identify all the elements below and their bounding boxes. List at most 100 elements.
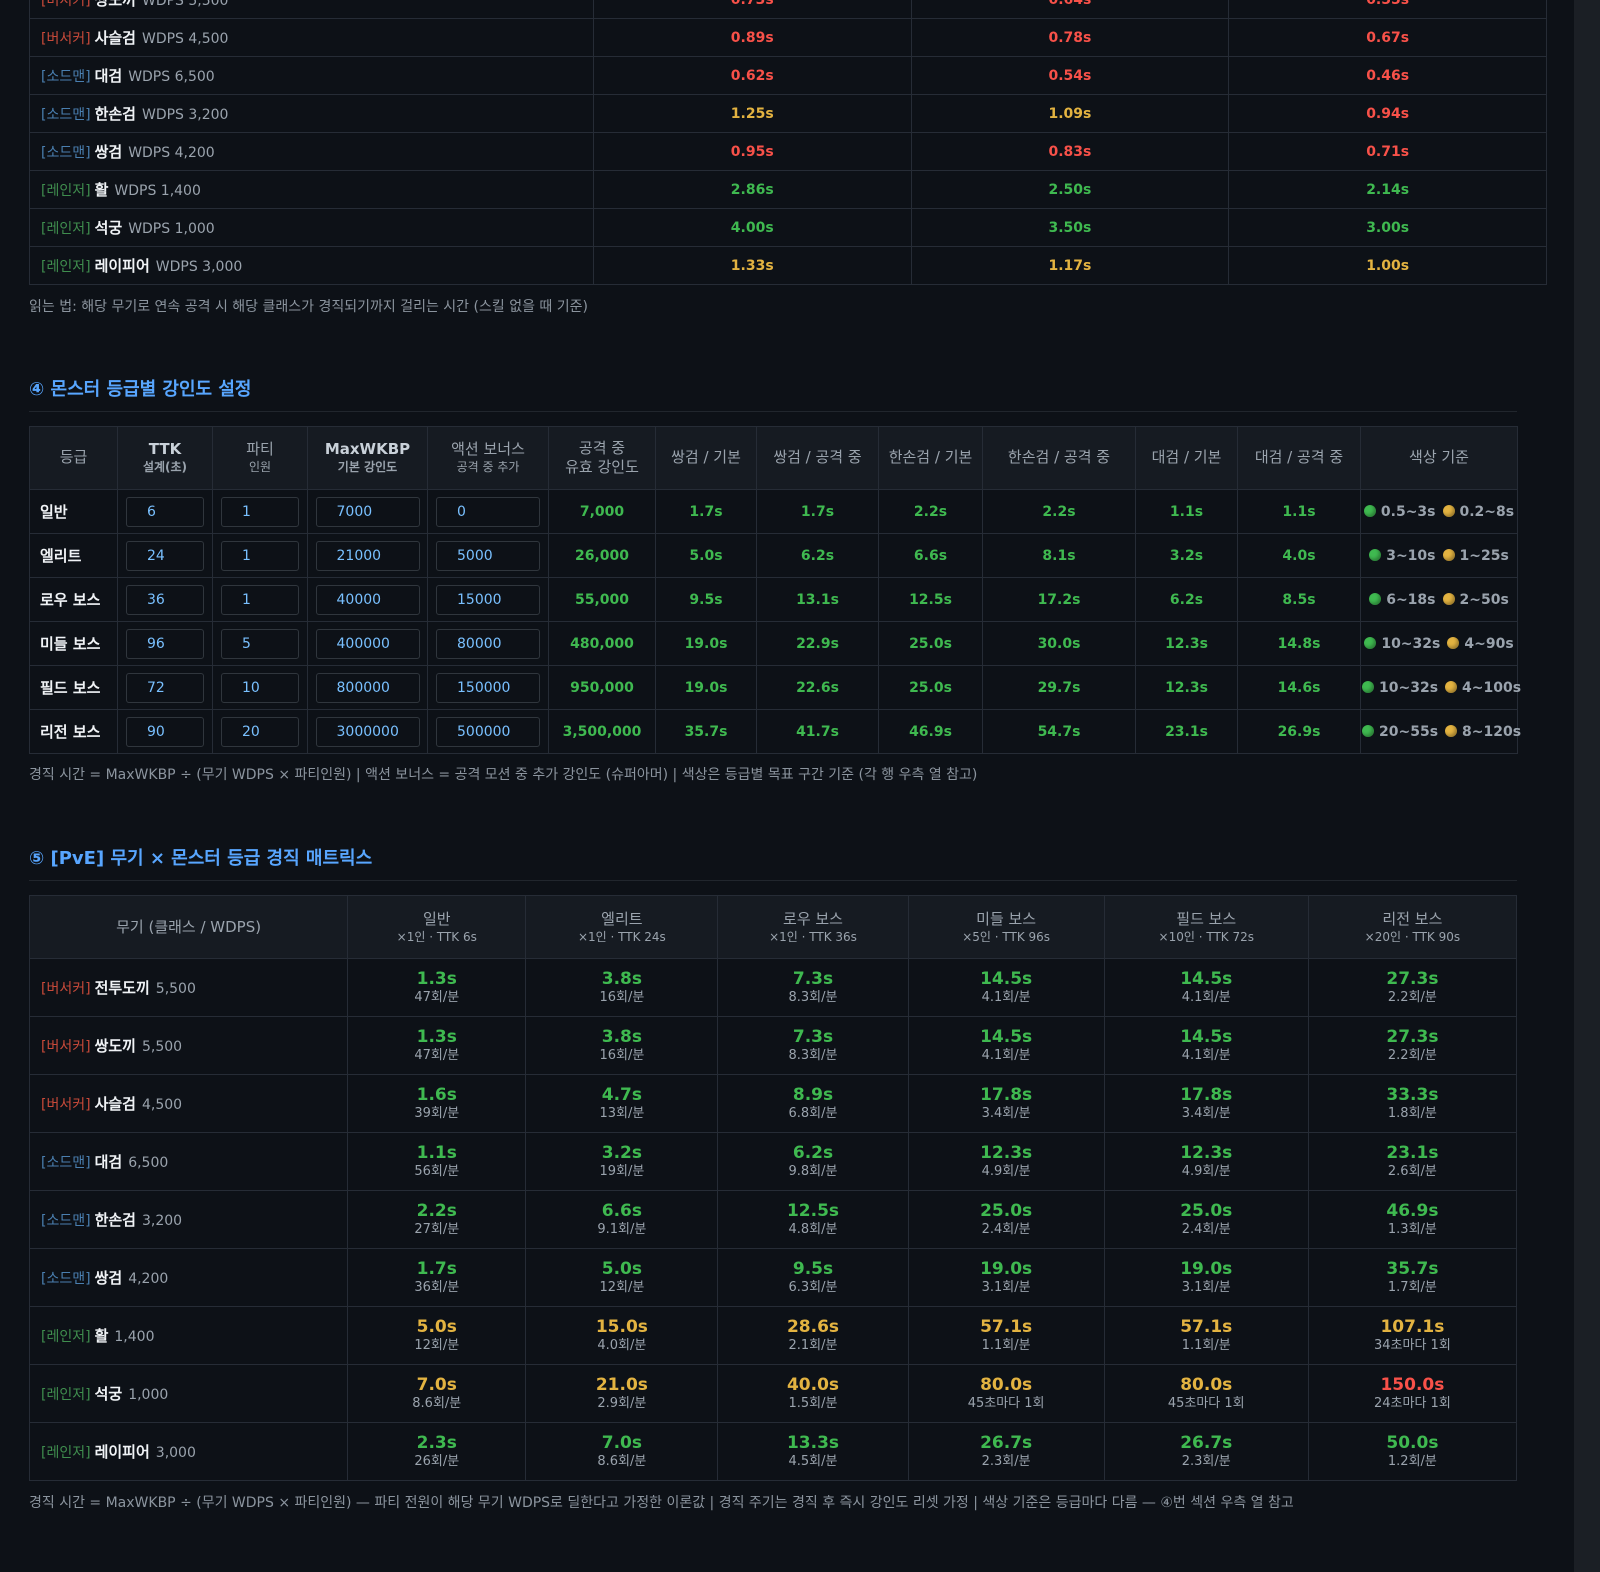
stagger-time: 27.3s	[1386, 969, 1439, 989]
column-header: 파티 인원	[212, 426, 308, 490]
maxwkbp-cell: 21000	[307, 533, 428, 578]
matrix-cell: 13.3s 4.5회/분	[717, 1422, 909, 1481]
stagger-time-cell: 22.9s	[756, 621, 879, 666]
weapon-name: 레이피어	[94, 257, 150, 275]
weapon-wdps: 3,200	[141, 1213, 183, 1229]
stagger-time: 2.2s	[416, 1201, 457, 1221]
stagger-time: 12.5s	[786, 1201, 840, 1221]
party-input[interactable]: 1	[221, 540, 299, 571]
ttk-input[interactable]: 90	[126, 716, 204, 747]
weapon-grade-matrix: 무기 (클래스 / WDPS) 일반 ×1인 · TTK 6s 엘리트 ×1인 · TT…	[28, 895, 1518, 1481]
page-scrollbar[interactable]	[1574, 0, 1600, 1572]
weapon-wdps: WDPS 6,500	[128, 69, 215, 85]
stagger-time: 14.5s	[1180, 1027, 1233, 1047]
stagger-time-cell: 46.9s	[878, 709, 983, 754]
class-tag: [레인저]	[41, 259, 91, 275]
column-header-title: 대검 / 공격 중	[1254, 448, 1344, 467]
party-cell: 1	[212, 533, 308, 578]
maxwkbp-input[interactable]: 400000	[315, 628, 420, 659]
bonus-input[interactable]: 5000	[436, 540, 540, 571]
party-input[interactable]: 1	[221, 584, 299, 615]
matrix-cell: 80.0s 45초마다 1회	[907, 1364, 1105, 1423]
stagger-frequency: 4.1회/분	[981, 1048, 1031, 1063]
column-header: 리전 보스 ×20인 · TTK 90s	[1307, 895, 1518, 959]
ttk-input[interactable]: 72	[126, 672, 204, 703]
weapon-wdps: WDPS 1,000	[128, 221, 215, 237]
column-header-title: 색상 기준	[1409, 448, 1469, 467]
party-input[interactable]: 1	[221, 496, 299, 527]
maxwkbp-input[interactable]: 7000	[315, 496, 420, 527]
matrix-cell: 26.7s 2.3회/분	[1103, 1422, 1309, 1481]
maxwkbp-input[interactable]: 3000000	[315, 716, 420, 747]
stagger-time: 57.1s	[980, 1317, 1033, 1337]
column-header-title: 쌍검 / 공격 중	[773, 448, 862, 467]
party-cell: 1	[212, 489, 308, 534]
column-header-sub: 공격 중 추가	[456, 459, 520, 474]
stagger-time-cell: 1.7s	[756, 489, 879, 534]
column-header: 대검 / 기본	[1135, 426, 1238, 490]
stagger-time-cell: 3.00s	[1228, 208, 1547, 247]
column-header-sub: ×1인 · TTK 36s	[769, 930, 857, 945]
matrix-cell: 5.0s 12회/분	[347, 1306, 527, 1365]
maxwkbp-input[interactable]: 21000	[315, 540, 420, 571]
stagger-time-cell: 6.2s	[1135, 577, 1238, 622]
stagger-frequency: 2.4회/분	[1181, 1222, 1231, 1237]
column-header: 색상 기준	[1360, 426, 1518, 490]
ttk-input[interactable]: 24	[126, 540, 204, 571]
table-row: [소드맨] 쌍검 WDPS 4,200 0.95s 0.83s 0.71s	[29, 132, 1547, 171]
ttk-input[interactable]: 6	[126, 496, 204, 527]
column-header-title: 파티	[246, 440, 274, 459]
matrix-cell: 33.3s 1.8회/분	[1307, 1074, 1518, 1133]
stagger-time-cell: 12.3s	[1135, 621, 1238, 666]
table-row: [레인저] 석궁 WDPS 1,000 4.00s 3.50s 3.00s	[29, 208, 1547, 247]
weapon-cell: [버서커] 쌍도끼 WDPS 5,500	[29, 0, 594, 19]
stagger-time-cell: 3.50s	[910, 208, 1230, 247]
stagger-time: 40.0s	[786, 1375, 840, 1395]
maxwkbp-input[interactable]: 800000	[315, 672, 420, 703]
bonus-input[interactable]: 80000	[436, 628, 540, 659]
party-input[interactable]: 20	[221, 716, 299, 747]
bonus-input[interactable]: 150000	[436, 672, 540, 703]
weapon-wdps: WDPS 1,400	[114, 183, 201, 199]
table-row: [레인저] 활 WDPS 1,400 2.86s 2.50s 2.14s	[29, 170, 1547, 209]
stagger-time: 23.1s	[1386, 1143, 1439, 1163]
ttk-input[interactable]: 36	[126, 584, 204, 615]
stagger-time-cell: 0.94s	[1228, 94, 1547, 133]
green-range: 3~10s	[1386, 547, 1436, 564]
maxwkbp-cell: 40000	[307, 577, 428, 622]
column-header: 등급	[29, 426, 118, 490]
weapon-name: 사슬검	[94, 29, 136, 47]
stagger-frequency: 8.6회/분	[597, 1454, 647, 1469]
stagger-frequency: 47회/분	[414, 1048, 460, 1063]
column-header: 무기 (클래스 / WDPS)	[28, 895, 349, 959]
bonus-input[interactable]: 15000	[436, 584, 540, 615]
stagger-time-cell: 0.54s	[910, 56, 1230, 95]
stagger-time: 33.3s	[1386, 1085, 1439, 1105]
party-input[interactable]: 5	[221, 628, 299, 659]
ttk-input[interactable]: 96	[126, 628, 204, 659]
matrix-cell: 17.8s 3.4회/분	[1103, 1074, 1309, 1133]
stagger-frequency: 9.1회/분	[597, 1222, 647, 1237]
stagger-time-cell: 14.6s	[1237, 665, 1361, 710]
column-header-title: 대검 / 기본	[1151, 448, 1222, 467]
section4-note: 경직 시간 = MaxWKBP ÷ (무기 WDPS × 파티인원) | 액션 …	[29, 767, 978, 783]
party-input[interactable]: 10	[221, 672, 299, 703]
stagger-time-cell: 54.7s	[982, 709, 1136, 754]
stagger-frequency: 36회/분	[414, 1280, 460, 1295]
weapon-name: 쌍도끼	[94, 1037, 136, 1055]
matrix-cell: 28.6s 2.1회/분	[717, 1306, 909, 1365]
weapon-wdps: WDPS 3,200	[141, 107, 229, 123]
stagger-time: 14.5s	[980, 1027, 1033, 1047]
stagger-frequency: 1.1회/분	[981, 1338, 1031, 1353]
column-header-title: 엘리트	[601, 909, 643, 928]
matrix-cell: 14.5s 4.1회/분	[1103, 1016, 1309, 1075]
maxwkbp-input[interactable]: 40000	[315, 584, 420, 615]
stagger-time: 4.7s	[601, 1085, 642, 1105]
bonus-cell: 0	[427, 489, 549, 534]
bonus-input[interactable]: 500000	[436, 716, 540, 747]
grade-name: 필드 보스	[29, 665, 118, 710]
matrix-cell: 35.7s 1.7회/분	[1307, 1248, 1518, 1307]
maxwkbp-cell: 400000	[307, 621, 428, 666]
bonus-input[interactable]: 0	[436, 496, 540, 527]
stagger-time: 5.0s	[416, 1317, 457, 1337]
